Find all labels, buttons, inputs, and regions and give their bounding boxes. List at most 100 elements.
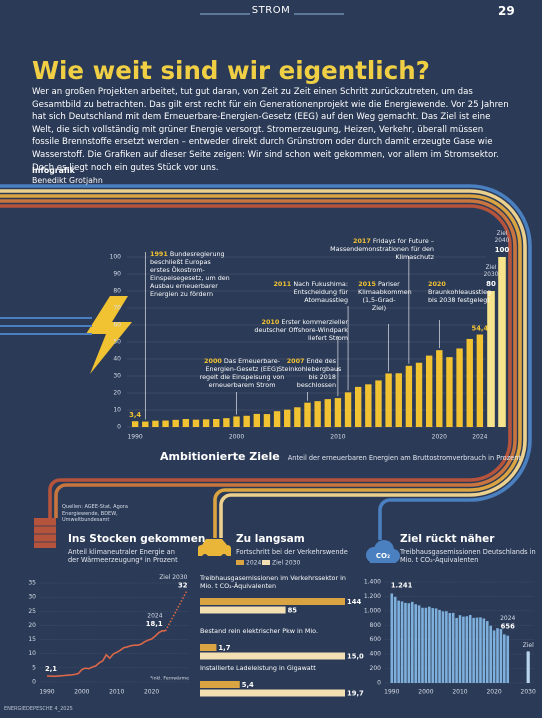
annotation: 2015 Pariser Klimaabkommen (1,5-Grad-Zie… [358,280,412,312]
bar [400,601,404,683]
chart-title: Ins Stocken gekommen [68,533,206,545]
value-label: 85 [288,606,298,614]
y-tick-label: 1.200 [364,593,381,600]
chart-title: Zu langsam [236,533,305,545]
bar [273,411,281,427]
value-label: 656 [501,623,515,631]
bar [425,355,433,427]
y-tick-label: 1.400 [364,579,381,586]
group-label: Bestand rein elektrischer Pkw in Mio. [200,627,319,635]
bar [424,607,428,683]
bar [393,596,397,683]
decor-stripes [0,184,532,540]
bar [476,334,484,427]
x-tick-label: 2010 [109,689,124,696]
section-label: STROM [251,5,291,16]
target-value: 80 [486,280,496,288]
bar [294,407,301,427]
bar [475,617,479,683]
x-tick-label: 2000 [418,689,433,696]
bar [438,609,441,683]
y-tick-label: 10 [28,650,36,657]
bar [503,634,506,683]
y-tick-label: 400 [370,651,382,658]
bar [314,401,321,427]
annotation-text: Braunkohleausstieg bis 2038 festgelegt [428,288,492,304]
bar [200,652,345,660]
bar [334,398,342,427]
sources: Quellen: AGEE-Stat, Agora Energiewende, … [62,504,128,523]
bar [202,419,210,427]
value-label: 3,4 [129,411,141,419]
bar [200,644,217,651]
chart-subtitle: Anteil der erneuerbaren Energien am Brut… [287,454,521,462]
bar [410,601,414,683]
chart-subtitle: Treibhausgasemissionen Deutschlands in M… [400,548,536,564]
bar [200,689,345,697]
y-tick-label: 30 [113,373,121,380]
y-tick-label: 1.000 [364,607,381,614]
chart-title: Ziel rückt näher [400,533,495,545]
annotation: 2000 Das Erneuerbare-Energien-Gesetz (EE… [198,357,286,389]
y-tick-label: 100 [110,254,122,261]
bar [462,616,465,683]
bar [172,419,179,427]
y-tick-label: 60 [113,322,121,329]
target-bar [487,291,495,427]
bar [451,612,455,683]
annotation: 2017 Fridays for Future – Massendemonstr… [318,237,434,261]
annotation-year: 1991 [150,250,168,258]
annotation-year: 2015 [358,280,376,288]
bar [152,420,159,427]
bar [142,421,149,427]
bar [192,419,200,427]
annotation-text: Ende des Steinkohlebergbaus bis 2018 bes… [278,357,342,389]
annotation: 2011 Nach Fukushima: Entscheidung für At… [268,280,348,304]
value-label: 54,4 [471,325,488,333]
y-tick-label: 80 [113,288,121,295]
bar [200,606,286,614]
y-tick-label: 20 [28,622,36,629]
x-tick-label: 2020 [432,434,447,441]
line-series [46,630,166,678]
bar [428,606,431,683]
legend-swatch [262,560,270,565]
bar [324,399,331,427]
value-label: 144 [347,598,361,606]
credit-label: Infografik [32,166,75,175]
bar [390,593,394,683]
bar [468,614,472,683]
stripe [0,189,527,538]
annotation-year: 2011 [273,280,292,288]
transport-chart: 2024 Ziel 2030 144 85 1,7 15,0 5,4 19,7 [200,560,364,697]
y-tick-label: 0 [377,680,381,687]
chart-title: Ambitionierte Ziele [160,450,280,463]
y-tick-label: 10 [113,407,121,414]
target-label: Ziel 2040 [494,231,510,244]
target-label: Ziel 2030 [159,574,187,581]
bar [466,338,473,427]
value-label: 1,7 [218,644,230,652]
credit-author: Benedikt Grotjahn [32,176,103,185]
value-label: 18,1 [146,620,163,628]
footnote: *inkl. Fernwärme [150,676,189,682]
annotation-year: 2017 [353,237,371,245]
bar [456,348,463,427]
bar [417,605,421,683]
chart-subtitle: Anteil klimaneutraler Energie an der Wär… [68,548,178,564]
footer: ENERGIEDEPESCHE 4_2025 [4,706,73,712]
stripe [0,199,517,518]
headline: Wie weit sind wir eigentlich? [32,56,430,85]
x-tick-label: 2010 [330,434,345,441]
bar [395,373,402,427]
bar [455,617,458,683]
annotation-year: 2010 [261,318,280,326]
bar [407,603,411,683]
annotation-text: Nach Fukushima: Entscheidung für Atomaus… [293,280,348,304]
target-bar [526,651,530,683]
stripe [0,194,522,538]
intro-text: Wer an großen Projekten arbeitet, tut gu… [32,87,509,173]
y-tick-label: 0 [117,424,121,431]
bar [182,419,190,427]
